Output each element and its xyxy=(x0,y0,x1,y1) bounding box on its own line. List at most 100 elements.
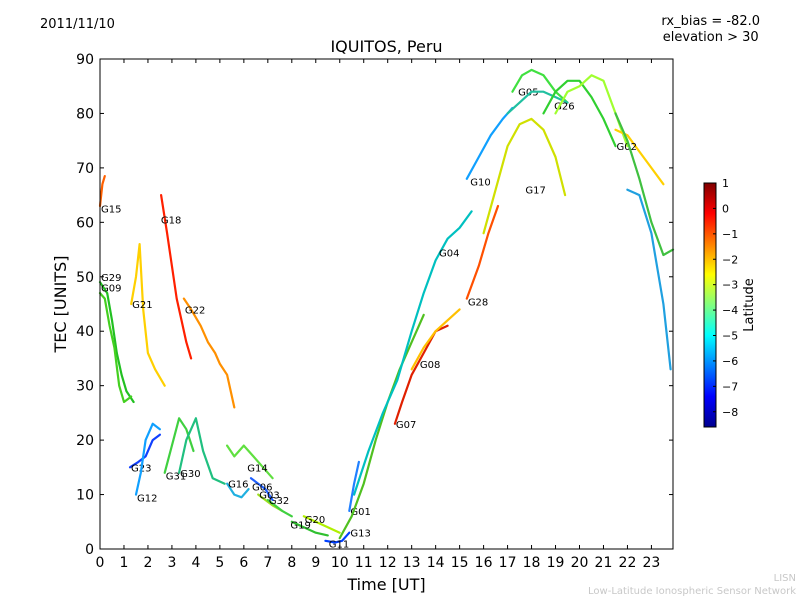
series-line-g16 xyxy=(226,482,250,499)
colorbar-tick-label: 1 xyxy=(722,177,729,190)
series-label-g31: G31 xyxy=(166,472,186,483)
x-tick-label: 11 xyxy=(355,555,373,571)
series-label-g18: G18 xyxy=(161,216,181,227)
series-label-g16: G16 xyxy=(228,480,248,491)
y-tick-label: 10 xyxy=(76,488,94,504)
colorbar-tick-label: −7 xyxy=(722,380,738,393)
bias-info: rx_bias = -82.0 elevation > 30 xyxy=(661,14,760,46)
series-label-g07: G07 xyxy=(396,420,416,431)
series-label-g17: G17 xyxy=(525,186,545,197)
x-tick-label: 7 xyxy=(263,555,272,571)
x-tick-label: 6 xyxy=(239,555,248,571)
credit-lisn: LISN xyxy=(773,573,796,584)
series-line-g14 xyxy=(226,444,274,480)
series-line-g26 xyxy=(506,90,569,115)
series-line-g19 xyxy=(290,520,329,537)
series-line-g12 xyxy=(134,422,161,496)
series-line-g31 xyxy=(163,417,195,474)
series-line-g32 xyxy=(266,498,293,518)
colorbar-tick-label: −2 xyxy=(722,253,738,266)
series-line-gx xyxy=(542,79,617,148)
x-axis-label: Time [UT] xyxy=(346,575,425,594)
series-label-g30: G30 xyxy=(180,469,200,480)
credit: LISN Low-Latitude Ionospheric Sensor Net… xyxy=(588,572,796,598)
series-line-g30 xyxy=(178,417,226,485)
x-tick-label: 19 xyxy=(547,555,565,571)
series-line-g10 xyxy=(465,106,514,180)
series-line-g09 xyxy=(98,292,133,404)
series-line-g20 xyxy=(302,515,341,534)
series-label-g13: G13 xyxy=(350,529,370,540)
series-label-g22: G22 xyxy=(185,305,205,316)
y-tick-label: 0 xyxy=(85,542,94,558)
x-tick-label: 9 xyxy=(311,555,320,571)
series-line-g15 xyxy=(98,175,106,208)
x-tick-label: 4 xyxy=(191,555,200,571)
x-tick-label: 0 xyxy=(96,555,105,571)
series-line-g07 xyxy=(393,324,449,425)
series-label-g10: G10 xyxy=(470,178,490,189)
x-tick-label: 12 xyxy=(379,555,397,571)
x-tick-label: 8 xyxy=(287,555,296,571)
series-label-g14: G14 xyxy=(247,463,267,474)
colorbar-tick-label: −3 xyxy=(722,279,738,292)
series-line-g08 xyxy=(410,308,461,371)
colorbar: 1 0 −1 −2 −3 −4 −5 −6 −7 −8 Latitude xyxy=(703,177,757,428)
x-tick-label: 2 xyxy=(143,555,152,571)
series-line-g04 xyxy=(353,210,473,496)
series-line-g21 xyxy=(130,243,166,387)
series-line-g06 xyxy=(249,477,274,502)
series-label-g11: G11 xyxy=(329,540,349,551)
x-tick-label: 18 xyxy=(523,555,541,571)
y-tick-label: 30 xyxy=(76,379,94,395)
colorbar-tick-label: 0 xyxy=(722,202,729,215)
series-line-g29 xyxy=(98,281,135,404)
x-tick-label: 3 xyxy=(167,555,176,571)
colorbar-tick-label: −4 xyxy=(722,304,738,317)
series-label-g06: G06 xyxy=(252,482,272,493)
axes: 0 1 2 3 4 5 6 7 8 9 10 11 12 13 14 15 16 17 18 19 20 21 22 2301… xyxy=(51,52,674,594)
plot-frame xyxy=(99,58,674,550)
x-tick-label: 15 xyxy=(451,555,469,571)
series-label-g26: G26 xyxy=(554,101,574,112)
series-label-g08: G08 xyxy=(420,360,440,371)
y-tick-label: 80 xyxy=(76,106,94,122)
series-label-g01: G01 xyxy=(350,507,370,518)
y-tick-label: 40 xyxy=(76,324,94,340)
colorbar-tick-label: −1 xyxy=(722,228,738,241)
colorbar-tick-label: −8 xyxy=(722,406,738,419)
chart-title: IQUITOS, Peru xyxy=(330,37,443,56)
series-label-g32: G32 xyxy=(269,496,289,507)
series-line-g23 xyxy=(128,433,161,469)
series-line-g22 xyxy=(182,297,236,409)
y-tick-label: 70 xyxy=(76,161,94,177)
series-label-g03: G03 xyxy=(259,491,279,502)
credit-network: Low-Latitude Ionospheric Sensor Network xyxy=(588,586,796,597)
x-tick-label: 16 xyxy=(475,555,493,571)
x-tick-label: 5 xyxy=(215,555,224,571)
x-tick-label: 20 xyxy=(571,555,589,571)
series-label-g09: G09 xyxy=(101,284,121,295)
x-tick-label: 13 xyxy=(403,555,421,571)
colorbar-tick-label: −5 xyxy=(722,330,738,343)
series-line-g17 xyxy=(482,117,567,235)
x-tick-label: 10 xyxy=(331,555,349,571)
x-tick-label: 17 xyxy=(499,555,517,571)
x-tick-label: 23 xyxy=(643,555,661,571)
series-line-g05 xyxy=(511,68,569,104)
x-tick-label: 21 xyxy=(595,555,613,571)
y-axis-label: TEC [UNITS] xyxy=(51,256,70,354)
y-tick-label: 90 xyxy=(76,52,94,68)
series-line-g13 xyxy=(338,313,425,540)
series-label-g28: G28 xyxy=(468,297,488,308)
colorbar-label: Latitude xyxy=(742,278,757,332)
series-label-g20: G20 xyxy=(305,515,325,526)
series-line-g28 xyxy=(465,204,500,300)
series-label-g04: G04 xyxy=(439,248,459,259)
series-label-g19: G19 xyxy=(290,521,310,532)
y-tick-label: 20 xyxy=(76,433,94,449)
elevation-label: elevation > 30 xyxy=(662,30,759,45)
